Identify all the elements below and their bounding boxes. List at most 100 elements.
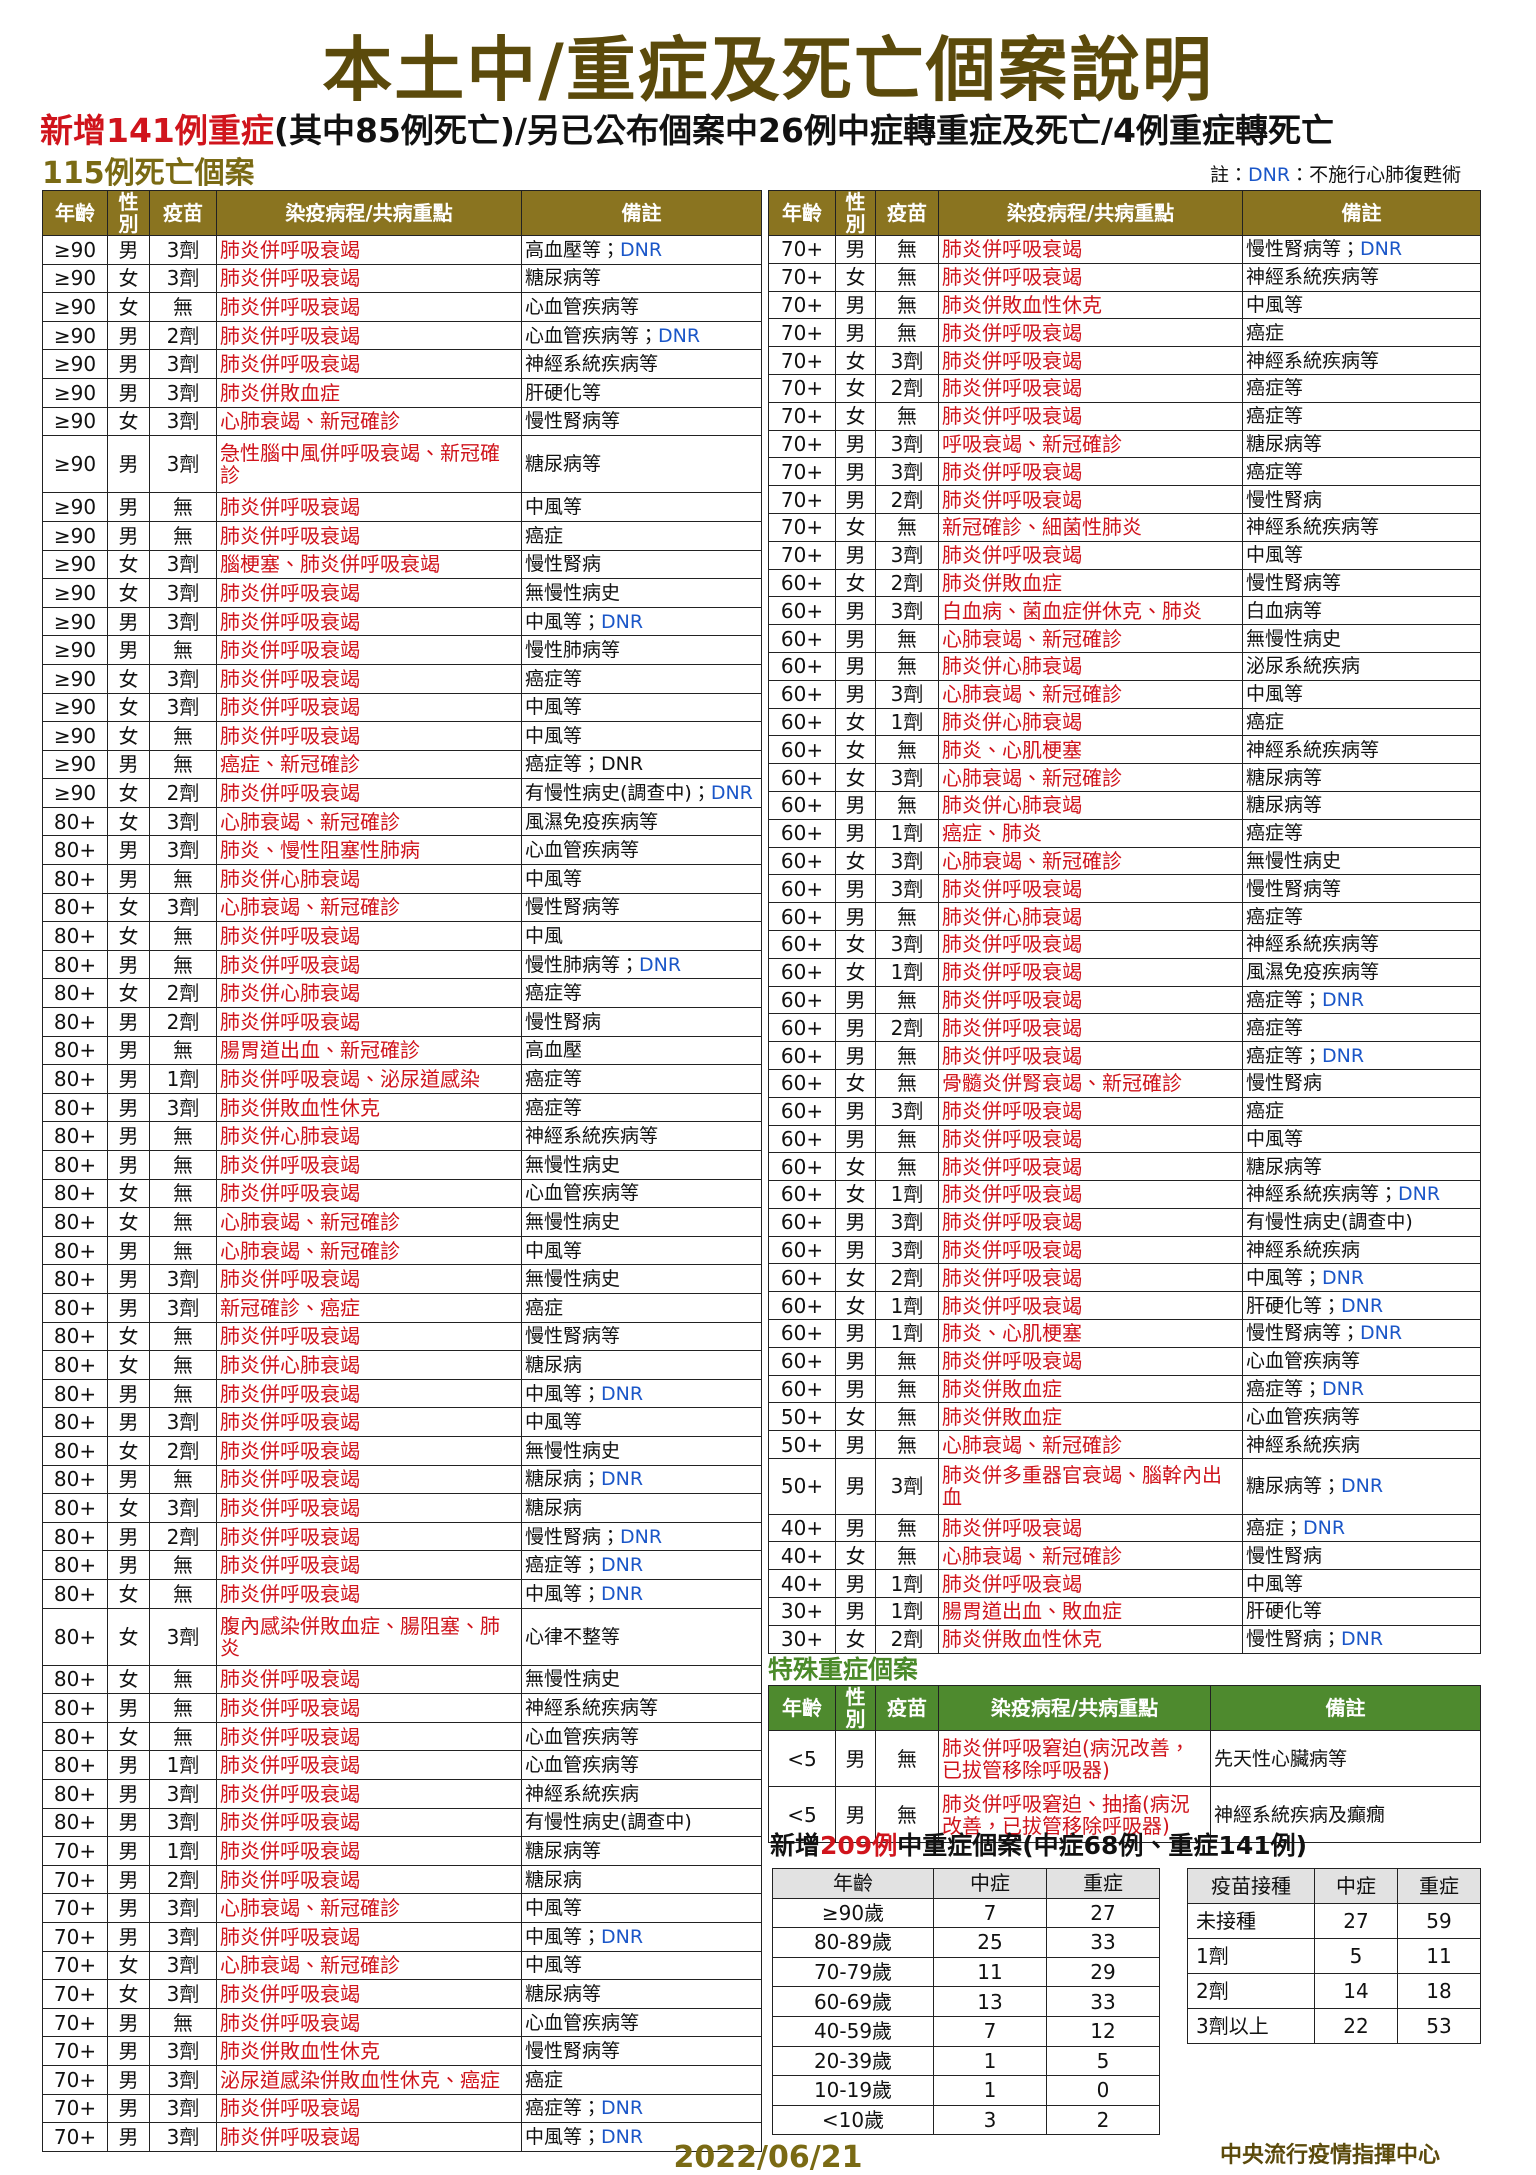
row: 70+ 男 1劑 肺炎併呼吸衰竭 糖尿病等 <box>42 1836 762 1866</box>
remark-cell: 糖尿病等 <box>521 435 762 494</box>
remark-text: 心血管疾病等 <box>525 839 640 862</box>
remark-cell: 高血壓 <box>521 1035 762 1066</box>
remark-cell: 慢性腎病 <box>521 1007 762 1037</box>
remark-text: 中風等 <box>525 1411 583 1434</box>
vaccine-cell: 3劑 <box>875 1235 939 1265</box>
course-cell: 肺炎併呼吸衰竭 <box>216 1550 522 1580</box>
row: 80+ 女無肺炎併呼吸衰竭 心血管疾病等 <box>42 1178 762 1209</box>
sex-cell: 男 <box>835 874 876 904</box>
remark-text: 糖尿病； <box>525 1468 602 1491</box>
remark-text: 泌尿系統疾病 <box>1246 655 1361 678</box>
row: 70+ 男無肺炎併呼吸衰竭 慢性腎病等；DNR <box>768 235 1481 264</box>
age-cell: 60+ <box>768 1291 836 1321</box>
count-cell: 11 <box>1397 1938 1481 1974</box>
row: 50+ 女無肺炎併敗血症 心血管疾病等 <box>768 1402 1481 1432</box>
vaccine-cell: 3劑 <box>149 1950 217 1981</box>
remark-text: 糖尿病等 <box>525 1983 602 2006</box>
row: 40-59歲 7 12 <box>772 2015 1160 2047</box>
row: 70+ 女無肺炎併呼吸衰竭 神經系統疾病等 <box>768 262 1481 292</box>
vaccine-cell: 1劑 <box>875 1597 939 1626</box>
header-row: 年齡 性別 疫苗 染疫病程/共病重點 備註 <box>768 1685 1481 1731</box>
deaths-table-right: 年齡 性別 疫苗 染疫病程/共病重點 備註 70+ 男無肺炎併呼吸衰竭 慢性腎病等；DNR 70… <box>768 190 1481 1654</box>
remark-cell: 心血管疾病等 <box>521 835 762 866</box>
vaccine-cell: 無 <box>149 520 217 551</box>
age-cell: 60+ <box>768 651 836 681</box>
row: 70+ 女 3劑 肺炎併呼吸衰竭 神經系統疾病等 <box>768 346 1481 375</box>
dnr: DNR <box>1360 1322 1403 1345</box>
remark-text: 中風等 <box>525 867 583 890</box>
course-cell: 肺炎併呼吸衰竭 <box>938 874 1243 904</box>
remark-cell: 高血壓等；DNR <box>521 235 762 265</box>
column-header: 染疫病程/共病重點 <box>938 1685 1211 1731</box>
remark-cell: 糖尿病等 <box>1242 429 1481 459</box>
sex-cell: 男 <box>107 435 150 494</box>
course-cell: 肺炎併呼吸衰竭 <box>216 1007 522 1037</box>
remark-cell: 心血管疾病等 <box>1242 1402 1481 1432</box>
row: 60+ 女 3劑 心肺衰竭、新冠確診 糖尿病等 <box>768 763 1481 792</box>
remark-text: 糖尿病等 <box>1246 432 1323 455</box>
dnr: DNR <box>1322 988 1365 1011</box>
remark-cell: 心血管疾病等；DNR <box>521 320 762 351</box>
sex-cell: 男 <box>835 485 876 514</box>
age-cell: 60+ <box>768 929 836 959</box>
remark-cell: 慢性腎病等 <box>521 2036 762 2066</box>
remark-text: 無慢性病史 <box>1246 849 1342 872</box>
sex-cell: 女 <box>107 1664 150 1695</box>
vaccine-cell: 無 <box>149 1721 217 1752</box>
sex-cell: 女 <box>835 929 876 959</box>
remark-cell: 癌症等；DNR <box>1242 1041 1481 1070</box>
column-header: 年齡 <box>768 1685 836 1731</box>
course-cell: 肺炎併呼吸衰竭 <box>938 957 1243 987</box>
row: 80+ 女無肺炎併呼吸衰竭 中風 <box>42 921 762 951</box>
age-cell: 70+ <box>42 2093 108 2124</box>
course-cell: 肺炎併呼吸衰竭 <box>216 1922 522 1952</box>
sex-cell: 女 <box>107 1321 150 1352</box>
course-cell: 肺炎併呼吸衰竭、泌尿道感染 <box>216 1064 522 1094</box>
age-cell: ≥90 <box>42 292 108 322</box>
vaccine-cell: 無 <box>149 1235 217 1266</box>
dnr: DNR <box>601 2097 644 2120</box>
sex-cell: 女 <box>835 346 876 375</box>
remark-text: 糖尿病 <box>525 1353 583 1376</box>
age-cell: 80+ <box>42 1750 108 1781</box>
subtitle: 新增141例重症(其中85例死亡)/另已公布個案中26例中症轉重症及死亡/4例重… <box>40 104 1334 152</box>
agency: 中央流行疫情指揮中心 <box>1220 2143 1441 2168</box>
row: 80+ 女 2劑 肺炎併心肺衰竭 癌症等 <box>42 978 762 1009</box>
course-cell: 心肺衰竭、新冠確診 <box>938 763 1243 792</box>
age-cell: 60+ <box>768 596 836 626</box>
remark-cell: 糖尿病等 <box>1242 1152 1481 1182</box>
vaccine-cell: 無 <box>875 735 939 765</box>
age-cell: 40+ <box>768 1513 836 1543</box>
remark-text: 有慢性病史(調查中) <box>525 1811 692 1834</box>
course-cell: 肺炎併呼吸衰竭 <box>938 1180 1243 1209</box>
remark-cell: 中風等 <box>1242 540 1481 570</box>
row: 3劑以上 22 53 <box>1187 2008 1481 2044</box>
age-cell: 70+ <box>768 429 836 459</box>
vaccine-cell: 3劑 <box>875 1096 939 1126</box>
vaccine-cell: 3劑 <box>875 1458 939 1515</box>
course-cell: 心肺衰竭、新冠確診 <box>938 1430 1243 1460</box>
dnr: DNR <box>601 1582 644 1605</box>
vaccine-cell: 3劑 <box>149 663 217 694</box>
age-cell: 30+ <box>768 1597 836 1626</box>
sex-cell: 男 <box>107 320 150 351</box>
sex-cell: 女 <box>107 263 150 294</box>
sex-cell: 女 <box>835 512 876 542</box>
sex-cell: 女 <box>107 1207 150 1237</box>
remark-text: 癌症等 <box>1246 905 1304 928</box>
remark-text: 心血管疾病等 <box>525 1725 640 1748</box>
row: 70+ 女無新冠確診、細菌性肺炎 神經系統疾病等 <box>768 512 1481 542</box>
course-cell: 肺炎併呼吸衰竭 <box>216 1321 522 1352</box>
row: 70+ 女 3劑 心肺衰竭、新冠確診 中風等 <box>42 1950 762 1981</box>
vaccine-cell: 3劑 <box>149 1493 217 1523</box>
row: 60+ 男 2劑 肺炎併呼吸衰竭 癌症等 <box>768 1013 1481 1043</box>
course-cell: 心肺衰竭、新冠確診 <box>216 1893 522 1924</box>
age-cell: 60+ <box>768 1207 836 1237</box>
remark-text: 神經系統疾病等 <box>1246 349 1380 372</box>
remark-text: 癌症 <box>525 524 564 547</box>
age-cell: 60+ <box>768 846 836 876</box>
dnr: DNR <box>601 1382 644 1405</box>
age-cell: 80+ <box>42 1035 108 1066</box>
age-cell: ≥90 <box>42 349 108 379</box>
row: 70+ 女 3劑 肺炎併呼吸衰竭 糖尿病等 <box>42 1979 762 2009</box>
